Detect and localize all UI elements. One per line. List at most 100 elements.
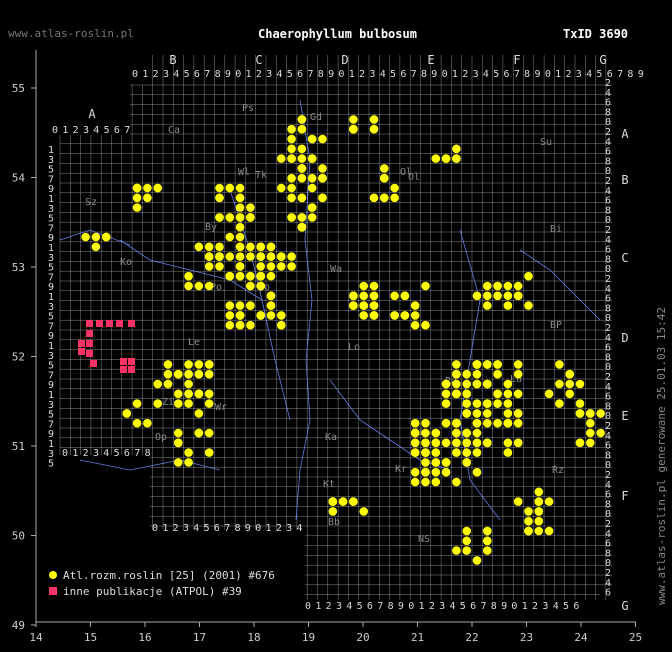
atlas-record-dot: [101, 232, 111, 242]
atlas-record-dot: [555, 399, 564, 408]
atlas-record-dot: [143, 193, 152, 203]
atlas-record-dot: [472, 418, 482, 428]
atlas-record-dot: [462, 438, 472, 448]
atlas-record-dot: [297, 193, 307, 203]
y-tick-label: 55: [12, 82, 25, 95]
atlas-record-dot: [390, 183, 399, 193]
grid-row-digit: 0: [605, 362, 611, 373]
atlas-record-dot: [483, 281, 492, 291]
town-label: Ps: [242, 103, 254, 114]
atlas-record-dot: [410, 418, 420, 428]
atlas-record-dot: [287, 252, 296, 261]
legend: Atl.rozm.roslin [25] (2001) #676 inne pu…: [49, 569, 275, 598]
atlas-record-dot: [349, 301, 358, 310]
atlas-record-dot: [235, 232, 245, 242]
atlas-record-dot: [534, 516, 544, 526]
atlas-record-dot: [204, 389, 214, 399]
atlas-record-dot: [307, 213, 317, 222]
grid-row-digit: 6: [605, 441, 611, 452]
atlas-record-dot: [441, 154, 451, 163]
legend-other-marker: [49, 587, 57, 595]
atlas-record-dot: [225, 320, 235, 330]
grid-row-digit: 1: [48, 145, 54, 156]
grid-row-digit: 6: [605, 294, 611, 305]
atlas-record-dot: [493, 399, 502, 408]
grid-row-digit: 0: [605, 558, 611, 569]
atlas-record-dot: [369, 301, 379, 310]
atlas-record-dot: [91, 242, 101, 252]
site-url[interactable]: www.atlas-roslin.pl: [8, 27, 134, 40]
atlas-record-dot: [565, 369, 574, 379]
town-label: Ol: [400, 167, 412, 178]
grid-row-digit: 0: [605, 411, 611, 422]
atlas-record-dot: [307, 203, 317, 212]
atlas-record-dot: [153, 399, 162, 408]
atlas-record-dot: [235, 311, 245, 320]
town-label: Kr: [395, 464, 407, 475]
atlas-record-dot: [91, 232, 101, 242]
atlas-record-dot: [472, 467, 482, 477]
atlas-record-dot: [596, 409, 605, 418]
atlas-record-dot: [184, 271, 193, 281]
atlas-record-dot: [421, 320, 430, 330]
atlas-record-dot: [225, 183, 235, 193]
town-label: Lo: [348, 342, 360, 353]
atlas-record-dot: [359, 311, 369, 320]
atlas-record-dot: [225, 252, 235, 261]
grid-row-digit: 4: [605, 284, 611, 295]
atlas-record-dot: [174, 428, 183, 438]
y-tick-label: 53: [12, 261, 25, 274]
atlas-record-dot: [307, 134, 317, 144]
atlas-record-dot: [462, 409, 472, 418]
grid-row-digit: 0: [605, 215, 611, 226]
atlas-record-dot: [503, 291, 513, 301]
map-frame: [35, 50, 636, 623]
atlas-record-dot: [297, 144, 307, 154]
atlas-record-dot: [503, 448, 513, 457]
atlas-record-dot: [524, 271, 533, 281]
atlas-record-dot: [431, 467, 441, 477]
atlas-record-dot: [246, 203, 255, 212]
atlas-record-dot: [297, 213, 307, 222]
atlas-record-dot: [431, 154, 441, 163]
atlas-record-dot: [483, 399, 492, 408]
atlas-record-dot: [534, 487, 544, 497]
atlas-record-dot: [256, 271, 266, 281]
atlas-record-dot: [380, 193, 389, 203]
x-tick-label: 18: [247, 631, 260, 644]
grid-column-letter: D: [341, 53, 348, 67]
atlas-record-dot: [204, 242, 214, 252]
atlas-record-dot: [380, 173, 389, 183]
atlas-record-dot: [431, 428, 441, 438]
grid-row-digit: 3: [48, 302, 54, 313]
atlas-record-dot: [194, 281, 204, 291]
town-label: BP: [550, 320, 562, 331]
atlas-record-dot: [586, 428, 595, 438]
atlas-record-dot: [513, 409, 523, 418]
atlas-record-dot: [524, 301, 533, 310]
atlas-record-dot: [534, 497, 544, 506]
atlas-record-dot: [503, 399, 513, 408]
y-tick-label: 50: [12, 530, 25, 543]
atlas-record-dot: [246, 242, 255, 252]
atlas-record-dot: [524, 516, 533, 526]
atlas-record-dot: [349, 124, 358, 134]
x-tick-label: 16: [138, 631, 151, 644]
grid-column-letter: G: [599, 53, 606, 67]
grid-row-digit: 2: [605, 568, 611, 579]
atlas-record-dot: [431, 458, 441, 467]
atlas-record-dot: [493, 360, 502, 369]
grid-row-digit: 6: [605, 343, 611, 354]
other-record-square: [90, 360, 97, 367]
atlas-record-dot: [246, 213, 255, 222]
atlas-record-dot: [194, 428, 204, 438]
atlas-record-dot: [452, 369, 461, 379]
atlas-record-dot: [369, 291, 379, 301]
grid-row-digit: 9: [48, 429, 54, 440]
x-tick-label: 17: [193, 631, 206, 644]
grid-row-digit: 1: [48, 194, 54, 205]
atlas-record-dot: [287, 124, 296, 134]
atlas-record-dot: [287, 144, 296, 154]
atpol-grid: AB C D E F GABCDEFG01234567890123456789012345…: [48, 53, 644, 613]
atlas-record-dot: [318, 193, 327, 203]
